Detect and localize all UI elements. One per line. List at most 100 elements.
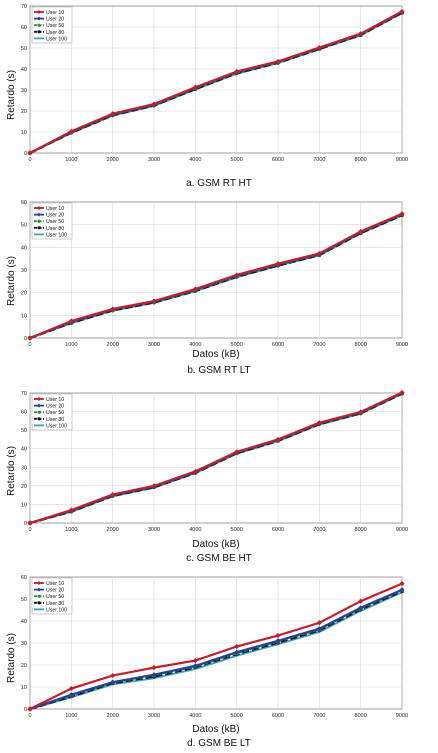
legend-marker: [37, 403, 41, 408]
x-tick-label: 2000: [107, 157, 119, 163]
y-tick-label: 0: [24, 707, 27, 713]
x-tick-label: 6000: [272, 527, 284, 533]
y-tick-label: 50: [21, 428, 27, 434]
chart-c-ylabel: Retardo (s): [6, 445, 17, 496]
y-tick-label: 10: [21, 685, 27, 691]
data-point: [275, 58, 281, 65]
data-point: [358, 31, 364, 37]
legend-label: User 50: [46, 23, 64, 29]
y-tick-label: 20: [21, 484, 27, 490]
data-point: [110, 672, 116, 679]
x-tick-label: 9000: [396, 713, 408, 719]
chart-a-ylabel: Retardo (s): [6, 69, 17, 120]
chart-a-svg: 0 1000 2000 3000 4000 5000 6000 7000 8000 9000 0 10…: [21, 4, 408, 163]
data-point: [27, 150, 33, 156]
chart-d-svg: 0 1000 2000 3000 4000 5000 6000 7000 8000 9000 0 10…: [21, 575, 408, 719]
x-tick-label: 6000: [272, 342, 284, 348]
legend-label: User 100: [46, 232, 67, 238]
series-line: [29, 10, 403, 154]
y-tick-label: 70: [21, 4, 27, 10]
legend-marker: [37, 397, 41, 401]
data-point: [27, 706, 33, 712]
data-point: [27, 520, 33, 526]
x-tick-label: 3000: [148, 342, 160, 348]
chart-c-caption: c. GSM BE HT: [186, 553, 252, 564]
x-tick-label: 4000: [189, 527, 201, 533]
legend-label: User 100: [46, 36, 67, 42]
y-tick-label: 20: [21, 663, 27, 669]
x-tick-label: 7000: [313, 342, 325, 348]
data-point: [399, 8, 405, 15]
legend-marker: [37, 16, 41, 21]
data-point: [68, 128, 74, 134]
legend-label: User 10: [46, 397, 64, 403]
y-tick-label: 40: [21, 245, 27, 251]
series-line: [29, 588, 403, 711]
legend-label: User 50: [46, 594, 64, 600]
x-tick-label: 9000: [396, 527, 408, 533]
data-point: [151, 101, 157, 107]
x-tick-label: 2000: [107, 713, 119, 719]
y-tick-label: 0: [24, 521, 27, 527]
y-tick-label: 50: [21, 46, 27, 52]
legend-label: User 80: [46, 601, 64, 607]
x-tick-label: 5000: [231, 157, 243, 163]
chart-d-caption: d. GSM BE LT: [187, 738, 251, 749]
x-tick-label: 6000: [272, 157, 284, 163]
data-point: [316, 44, 322, 51]
x-tick-label: 8000: [355, 342, 367, 348]
x-tick-label: 1000: [65, 527, 77, 533]
data-point: [275, 436, 281, 443]
y-tick-label: 60: [21, 25, 27, 31]
legend-label: User 20: [46, 213, 64, 219]
data-point: [399, 389, 405, 396]
legend-marker: [37, 587, 41, 592]
chart-panel-d: 0 1000 2000 3000 4000 5000 6000 7000 8000 9000 0 10…: [0, 567, 438, 753]
series-line: [29, 391, 403, 525]
legend-label: User 20: [46, 17, 64, 23]
legend-marker: [37, 206, 41, 210]
data-point: [358, 228, 364, 235]
series-line: [29, 582, 403, 710]
x-tick-label: 5000: [231, 713, 243, 719]
x-tick-label: 1000: [65, 157, 77, 163]
data-point: [316, 250, 322, 257]
x-tick-label: 8000: [355, 527, 367, 533]
chart-panel-a: 0 1000 2000 3000 4000 5000 6000 7000 8000 9000 0 10…: [0, 0, 438, 192]
x-tick-label: 8000: [355, 157, 367, 163]
data-point: [151, 672, 157, 678]
chart-c-xlabel: Datos (kB): [192, 539, 240, 550]
x-tick-label: 4000: [189, 342, 201, 348]
x-tick-label: 6000: [272, 713, 284, 719]
data-point: [68, 318, 74, 324]
x-tick-label: 4000: [189, 157, 201, 163]
x-tick-label: 0: [28, 713, 31, 719]
y-tick-label: 10: [21, 313, 27, 319]
data-point: [275, 261, 281, 267]
x-tick-label: 1000: [65, 713, 77, 719]
legend-marker: [37, 410, 41, 414]
chart-b-xlabel: Datos (kB): [192, 349, 240, 360]
legend-marker: [37, 594, 41, 598]
legend-label: User 10: [46, 206, 64, 212]
y-tick-label: 20: [21, 109, 27, 115]
legend-marker: [37, 23, 41, 27]
x-tick-label: 0: [28, 157, 31, 163]
x-tick-label: 0: [28, 342, 31, 348]
legend-label: User 20: [46, 404, 64, 410]
data-point: [68, 507, 74, 513]
x-tick-label: 3000: [148, 713, 160, 719]
x-tick-label: 3000: [148, 157, 160, 163]
series-line: [29, 212, 403, 340]
x-tick-label: 2000: [107, 527, 119, 533]
chart-d-xlabel: Datos (kB): [192, 724, 240, 735]
y-tick-label: 40: [21, 447, 27, 453]
x-tick-label: 5000: [231, 342, 243, 348]
data-point: [68, 692, 74, 698]
chart-b-ylabel: Retardo (s): [6, 255, 17, 306]
y-tick-label: 40: [21, 67, 27, 73]
data-point: [399, 211, 405, 217]
legend-label: User 100: [46, 607, 67, 613]
data-point: [275, 638, 281, 644]
legend-label: User 80: [46, 30, 64, 36]
